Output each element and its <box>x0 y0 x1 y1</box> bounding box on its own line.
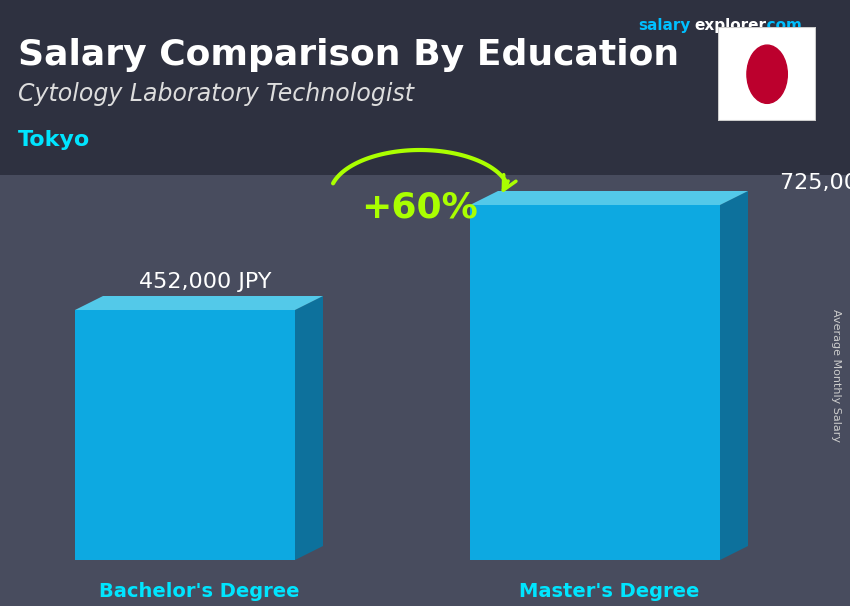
Text: explorer: explorer <box>694 18 766 33</box>
Text: .com: .com <box>762 18 803 33</box>
Text: 725,000 JPY: 725,000 JPY <box>780 173 850 193</box>
Text: +60%: +60% <box>361 190 479 224</box>
Bar <box>0 0 850 175</box>
Polygon shape <box>470 205 720 560</box>
Polygon shape <box>295 296 323 560</box>
Text: Bachelor's Degree: Bachelor's Degree <box>99 582 299 601</box>
Text: Cytology Laboratory Technologist: Cytology Laboratory Technologist <box>18 82 414 106</box>
Text: salary: salary <box>638 18 690 33</box>
Polygon shape <box>470 191 748 205</box>
Polygon shape <box>75 310 295 560</box>
Text: 452,000 JPY: 452,000 JPY <box>139 272 271 292</box>
Text: Master's Degree: Master's Degree <box>518 582 700 601</box>
Text: Salary Comparison By Education: Salary Comparison By Education <box>18 38 679 72</box>
Text: Tokyo: Tokyo <box>18 130 90 150</box>
Polygon shape <box>75 296 323 310</box>
Circle shape <box>747 45 787 104</box>
Polygon shape <box>720 191 748 560</box>
Text: Average Monthly Salary: Average Monthly Salary <box>831 309 842 442</box>
